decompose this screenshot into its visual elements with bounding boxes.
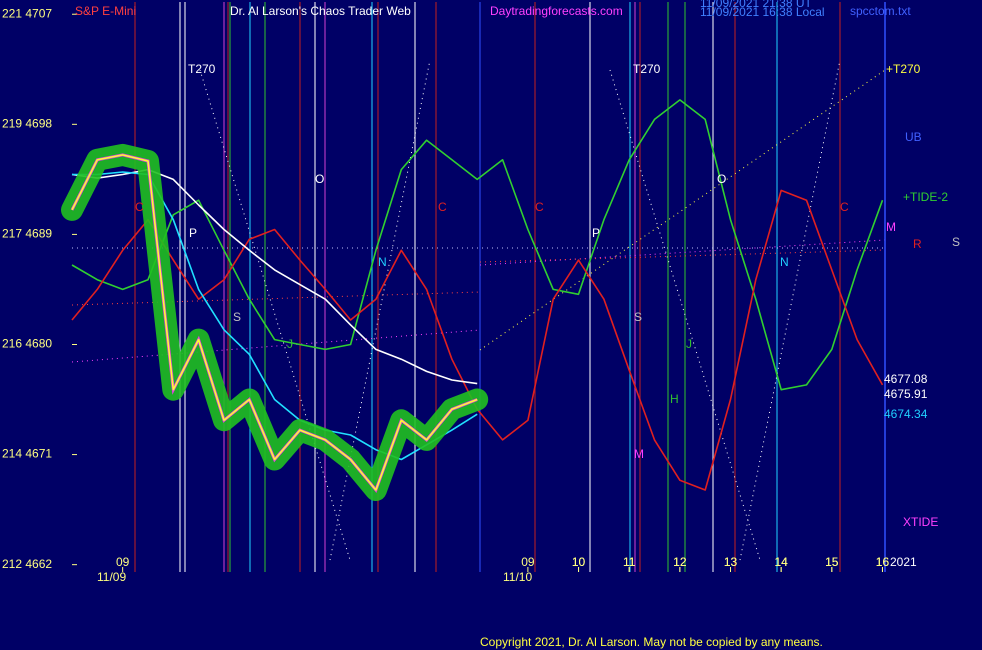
annotation: 11/09/2021 16:38 Local [700,5,825,19]
annotation: 11/10 [503,570,532,584]
guide-line [71,291,481,306]
annotation: +T270 [886,62,921,76]
annotation: UB [905,130,922,144]
annotation: 4675.91 [884,387,928,401]
annotation: 11/09 [97,570,126,584]
annotation: C [840,200,849,214]
x-tick-label: 12 [673,555,687,569]
annotation: Copyright 2021, Dr. Al Larson. May not b… [480,635,823,649]
annotation: N [780,255,789,269]
annotation: O [315,172,324,186]
series-line [71,99,884,391]
guide-line [199,69,351,561]
x-tick-label: 15 [825,555,839,569]
x-tick-label: 09 [521,555,535,569]
annotation: 2021 [890,555,917,569]
x-tick-label: 15 [825,555,839,569]
decoration [71,2,886,572]
x-tick-label: 16 [876,555,890,569]
annotation: M [634,447,644,461]
annotation: C [438,200,447,214]
annotation: P [189,226,197,240]
x-tick-label: 13 [724,555,738,569]
x-tick-label: 10 [572,555,586,569]
annotation: T270 [633,62,661,76]
annotation: 11/09/2021 21:38 UT [700,0,813,10]
annotation: M [886,220,896,234]
annotation: S&P E-Mini [75,4,136,18]
annotation: H [670,392,679,406]
annotation: Dr. Al Larson's Chaos Trader Web [230,4,411,18]
annotation: R [913,237,922,251]
y-tick-label: 214 4671 [2,447,52,461]
annotation: J [686,337,692,351]
y-tick-label: 219 4698 [2,116,52,130]
annotation: J [287,337,293,351]
annotation: T270 [188,62,216,76]
y-tick-label: 212 4662 [2,557,52,571]
x-tick-label: 11 [623,555,636,569]
annotation: S [952,235,960,249]
guide-line [479,69,886,351]
x-tick-label: 11 [623,555,636,569]
annotation: 4677.08 [884,372,928,386]
x-tick-label: 12 [673,555,687,569]
x-tick-label: 14 [774,555,788,569]
legend-label: +TIDE-2 [903,190,948,204]
annotation: C [135,200,144,214]
x-tick-label: 10 [572,555,586,569]
x-tick-label: 13 [724,555,738,569]
annotation: XTIDE [903,515,938,529]
annotation: 4674.34 [884,407,928,421]
x-tick-label: 16 [876,555,890,569]
annotation: spcctom.txt [850,4,911,18]
annotation: S [233,310,241,324]
annotation: C [535,200,544,214]
x-tick-label: 09 [116,555,130,569]
x-tick-label: 14 [774,555,788,569]
y-tick-label: 216 4680 [2,337,52,351]
series-line [71,154,478,491]
annotation: O [717,172,726,186]
annotation: N [378,255,387,269]
annotation: P [592,226,600,240]
annotation: Daytradingforecasts.com [490,4,623,18]
y-tick-label: 217 4689 [2,227,52,241]
annotation: S [634,310,642,324]
y-tick-label: 221 4707 [2,6,52,20]
